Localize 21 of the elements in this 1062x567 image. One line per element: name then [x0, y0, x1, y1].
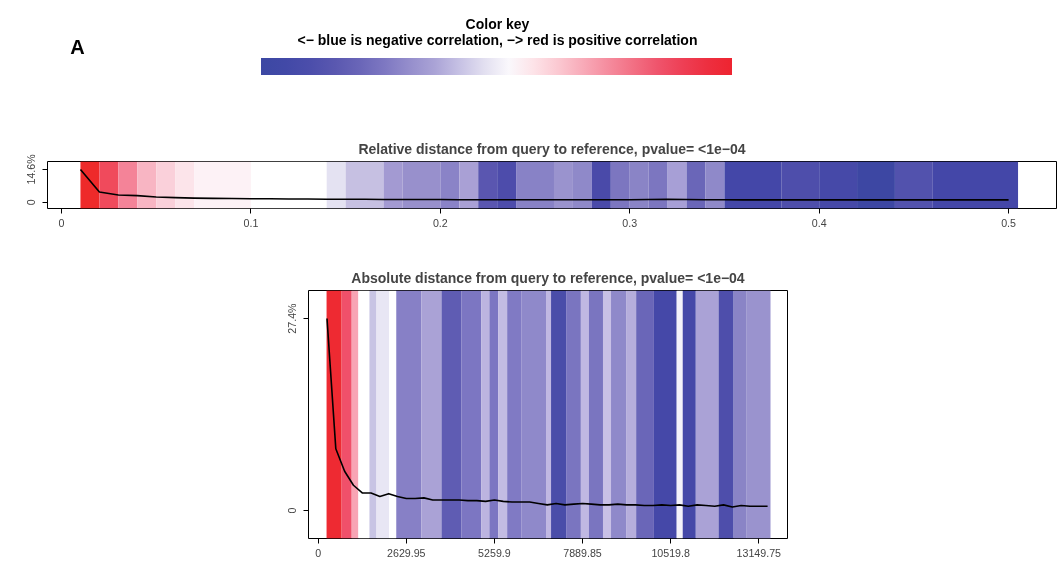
- y-tick-label: 27.4%: [286, 302, 299, 334]
- x-tick-label: 5259.9: [478, 546, 511, 559]
- line-series: [79, 168, 1010, 201]
- y-tick-label: 14.6%: [25, 153, 38, 185]
- x-tick-label: 10519.8: [651, 546, 690, 559]
- x-tick-label: 0.2: [432, 216, 448, 229]
- x-tick-label: 0.5: [1001, 216, 1017, 229]
- x-tick-label: 0.3: [622, 216, 638, 229]
- line-series: [326, 317, 769, 508]
- text: Color key: [465, 15, 530, 32]
- text: <− blue is negative correlation, −> red is positive correlation: [297, 31, 698, 48]
- chart-title: Absolute distance from query to reference, pvalue= <1e−04: [351, 269, 745, 286]
- x-tick-label: 0.4: [811, 216, 827, 229]
- text: A: [70, 35, 85, 58]
- x-tick-label: 13149.75: [736, 546, 782, 559]
- x-tick-label: 7889.85: [563, 546, 602, 559]
- x-tick-label: 0: [315, 546, 322, 559]
- chart-title: Relative distance from query to reference, pvalue= <1e−04: [358, 140, 746, 157]
- x-tick-label: 2629.95: [387, 546, 426, 559]
- x-tick-label: 0: [58, 216, 65, 229]
- x-tick-label: 0.1: [243, 216, 259, 229]
